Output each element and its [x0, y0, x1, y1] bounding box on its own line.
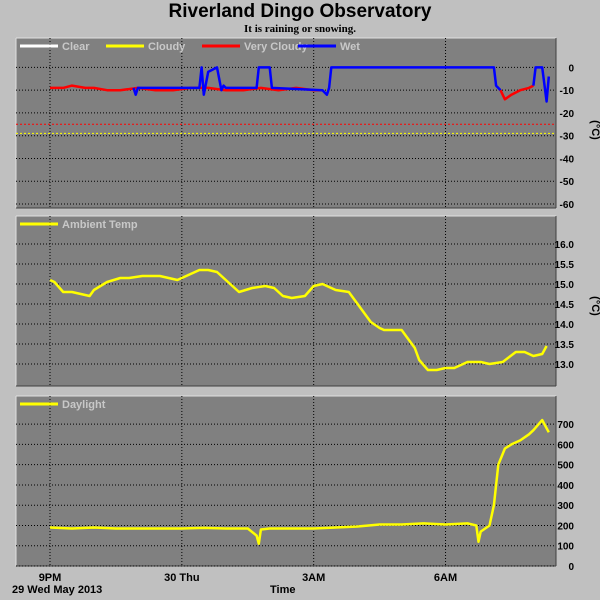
y-tick-label: 0	[568, 63, 574, 74]
series-line-daylight	[49, 418, 550, 545]
panel-background	[16, 396, 556, 566]
legend-label: Ambient Temp	[62, 219, 138, 231]
y-tick-label: 700	[557, 420, 574, 431]
y-axis-label: (°C)	[589, 296, 600, 316]
y-tick-label: 14.0	[555, 320, 575, 331]
y-tick-label: -50	[560, 177, 575, 188]
legend-label: Wet	[340, 41, 360, 53]
chart-panel-2: 16.0 15.5 15.0 14.5 14.0 13.5 13.0 (°C) Ambient …	[15, 215, 600, 387]
legend-label: Daylight	[62, 399, 106, 411]
y-tick-label: 16.0	[555, 240, 575, 251]
y-tick-label: 0	[568, 562, 574, 573]
y-tick-label: 500	[557, 461, 574, 472]
y-tick-label: 400	[557, 481, 574, 492]
y-tick-label: 14.5	[555, 300, 575, 311]
y-tick-label: 200	[557, 521, 574, 532]
series-line-ambient-temp	[49, 268, 548, 372]
x-tick-label: 3AM	[302, 572, 325, 584]
chart-panel-1: 0 -10 -20 -30 -40 -50 -60 (°C) Clear Cloudy Very C…	[15, 37, 600, 211]
y-axis-label: (°C)	[589, 120, 600, 140]
page-title: Riverland Dingo Observatory	[168, 1, 432, 22]
page-subtitle: It is raining or snowing.	[244, 23, 356, 35]
x-tick-label: 6AM	[434, 572, 457, 584]
y-tick-label: -30	[560, 132, 575, 143]
y-tick-label: 300	[557, 501, 574, 512]
y-tick-label: -20	[560, 109, 575, 120]
x-tick-label: 9PM	[39, 572, 62, 584]
series-line-very-cloudy	[499, 84, 534, 101]
series-line-very-cloudy	[50, 84, 323, 92]
panel-background	[16, 216, 556, 386]
chart-panel-3: 700 600 500 400 300 200 100 0 Daylight	[15, 395, 574, 573]
series-line-wet	[132, 66, 502, 96]
y-tick-label: 15.0	[555, 280, 575, 291]
panel-background	[16, 38, 556, 208]
y-tick-label: 15.5	[555, 260, 575, 271]
legend-label: Cloudy	[148, 41, 186, 53]
y-tick-label: 13.0	[555, 360, 575, 371]
y-tick-label: -10	[560, 86, 575, 97]
y-tick-label: 600	[557, 440, 574, 451]
legend-label: Clear	[62, 41, 90, 53]
y-tick-label: -60	[560, 200, 575, 211]
x-axis-label: Time	[270, 584, 296, 596]
y-tick-label: -40	[560, 154, 575, 165]
x-tick-label: 30 Thu	[164, 572, 199, 584]
series-line-wet	[532, 66, 551, 103]
footer-date: 29 Wed May 2013	[12, 584, 103, 596]
y-tick-label: 100	[557, 542, 574, 553]
legend-label: Very Cloudy	[244, 41, 308, 53]
y-tick-label: 13.5	[555, 340, 575, 351]
